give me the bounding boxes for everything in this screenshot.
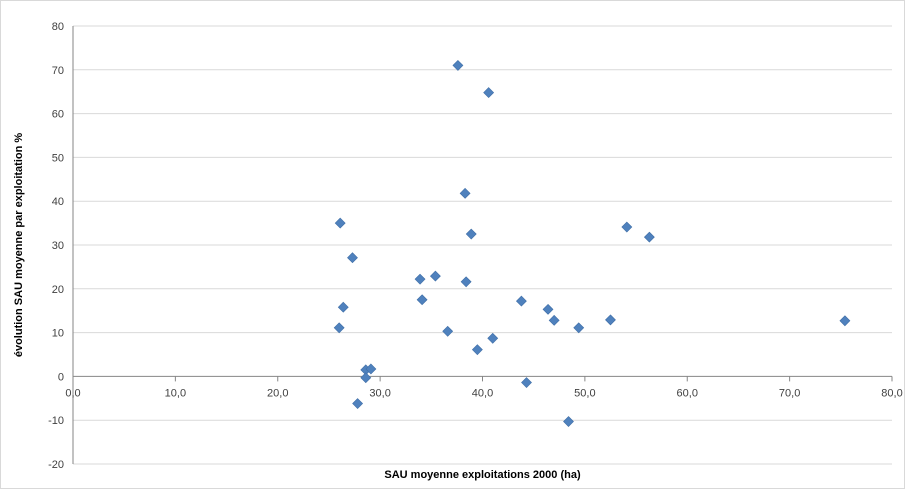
- data-point: [452, 59, 464, 71]
- data-point: [573, 322, 585, 334]
- data-point: [643, 231, 655, 243]
- x-tick-label: 10,0: [165, 387, 186, 399]
- data-point: [360, 372, 372, 384]
- x-tick-label: 0,0: [65, 387, 80, 399]
- y-tick-label: 40: [52, 196, 64, 208]
- y-tick-label: 30: [52, 240, 64, 252]
- x-tick-labels: 0,0 10,0 20,0 30,0 40,0 50,0 60,0 70,0 80,0: [65, 387, 902, 399]
- data-point: [365, 363, 377, 375]
- data-point: [605, 314, 616, 326]
- data-point: [563, 416, 574, 427]
- data-point: [621, 221, 633, 233]
- data-point: [839, 315, 851, 327]
- x-tick-label: 30,0: [369, 387, 390, 399]
- x-tick-label: 60,0: [677, 387, 698, 399]
- y-tick-label: 70: [52, 65, 64, 77]
- data-point: [352, 398, 364, 409]
- data-point: [347, 252, 358, 264]
- axes: [72, 26, 893, 464]
- data-point: [442, 325, 454, 337]
- y-tick-labels: -20 -10 0 10 20 30 40 50 60 70 80: [48, 21, 64, 471]
- y-axis-title: évolution SAU moyenne par exploitation %: [13, 133, 25, 358]
- x-tick-label: 20,0: [267, 387, 288, 399]
- data-point: [429, 270, 441, 282]
- data-point: [459, 187, 471, 199]
- x-tick-label: 80,0: [881, 387, 902, 399]
- data-point: [416, 294, 428, 306]
- y-tick-label: 60: [52, 109, 64, 121]
- data-point: [483, 87, 495, 99]
- y-tick-label: 80: [52, 21, 64, 33]
- data-point: [521, 377, 532, 388]
- y-tick-label: -10: [48, 415, 64, 427]
- data-point: [548, 314, 560, 326]
- data-point: [337, 301, 349, 313]
- data-point: [471, 344, 483, 356]
- x-axis-title: SAU moyenne exploitations 2000 (ha): [384, 469, 581, 481]
- x-tick-label: 70,0: [779, 387, 800, 399]
- data-point: [334, 217, 346, 229]
- data-points: [333, 59, 851, 427]
- data-point: [333, 322, 345, 334]
- x-tick-label: 40,0: [472, 387, 493, 399]
- data-point: [542, 303, 554, 315]
- y-tick-label: 20: [52, 284, 64, 296]
- data-point: [515, 295, 527, 307]
- y-tick-label: 50: [52, 152, 64, 164]
- data-point: [460, 276, 472, 288]
- y-tick-label: 0: [58, 371, 64, 383]
- y-tick-label: -20: [48, 459, 64, 471]
- x-tick-label: 50,0: [574, 387, 595, 399]
- data-point: [465, 228, 477, 240]
- data-point: [487, 332, 499, 344]
- data-point: [414, 273, 426, 285]
- gridlines: [73, 25, 892, 465]
- y-tick-label: 10: [52, 328, 64, 340]
